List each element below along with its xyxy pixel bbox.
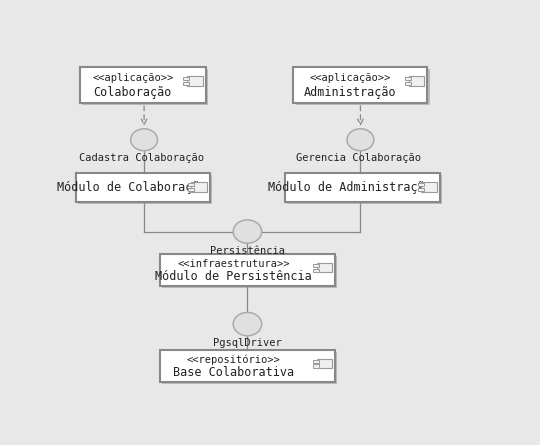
- FancyBboxPatch shape: [160, 254, 335, 287]
- Text: Base Colaborativa: Base Colaborativa: [173, 366, 294, 379]
- Bar: [405, 82, 411, 85]
- FancyBboxPatch shape: [161, 255, 338, 288]
- Circle shape: [233, 220, 262, 243]
- Bar: [187, 183, 194, 186]
- FancyBboxPatch shape: [160, 350, 335, 382]
- Bar: [184, 77, 190, 80]
- Bar: [187, 76, 202, 85]
- FancyBboxPatch shape: [285, 173, 440, 202]
- FancyBboxPatch shape: [82, 69, 208, 105]
- Circle shape: [347, 129, 374, 151]
- Bar: [405, 77, 411, 80]
- Text: Módulo de Colaboração: Módulo de Colaboração: [57, 182, 207, 194]
- Text: Módulo de Persistência: Módulo de Persistência: [155, 270, 312, 283]
- FancyBboxPatch shape: [287, 175, 442, 204]
- Bar: [187, 188, 194, 191]
- Bar: [418, 188, 424, 191]
- FancyBboxPatch shape: [294, 67, 428, 103]
- Bar: [421, 182, 437, 192]
- Text: <<infraestrutura>>: <<infraestrutura>>: [177, 259, 289, 269]
- Bar: [191, 182, 207, 192]
- Bar: [418, 183, 424, 186]
- Text: Gerencia Colaboração: Gerencia Colaboração: [296, 154, 421, 163]
- FancyBboxPatch shape: [80, 67, 206, 103]
- Text: Módulo de Administração: Módulo de Administração: [268, 182, 432, 194]
- FancyBboxPatch shape: [76, 173, 210, 202]
- Circle shape: [233, 312, 262, 336]
- Text: PgsqlDriver: PgsqlDriver: [213, 339, 282, 348]
- Bar: [316, 263, 333, 272]
- Text: Cadastra Colaboração: Cadastra Colaboração: [79, 154, 205, 163]
- Text: <<aplicação>>: <<aplicação>>: [92, 73, 173, 83]
- Circle shape: [131, 129, 158, 151]
- FancyBboxPatch shape: [78, 175, 212, 204]
- Bar: [313, 364, 319, 368]
- Bar: [313, 268, 319, 271]
- Text: Administração: Administração: [303, 86, 396, 99]
- Bar: [409, 76, 424, 85]
- FancyBboxPatch shape: [161, 352, 338, 384]
- Bar: [313, 264, 319, 267]
- Bar: [313, 360, 319, 363]
- Bar: [184, 82, 190, 85]
- Bar: [316, 359, 333, 368]
- FancyBboxPatch shape: [295, 69, 429, 105]
- Text: <<aplicação>>: <<aplicação>>: [309, 73, 390, 83]
- Text: <<repositório>>: <<repositório>>: [186, 354, 280, 365]
- Text: Colaboração: Colaboração: [93, 86, 172, 99]
- Text: Persistência: Persistência: [210, 246, 285, 256]
